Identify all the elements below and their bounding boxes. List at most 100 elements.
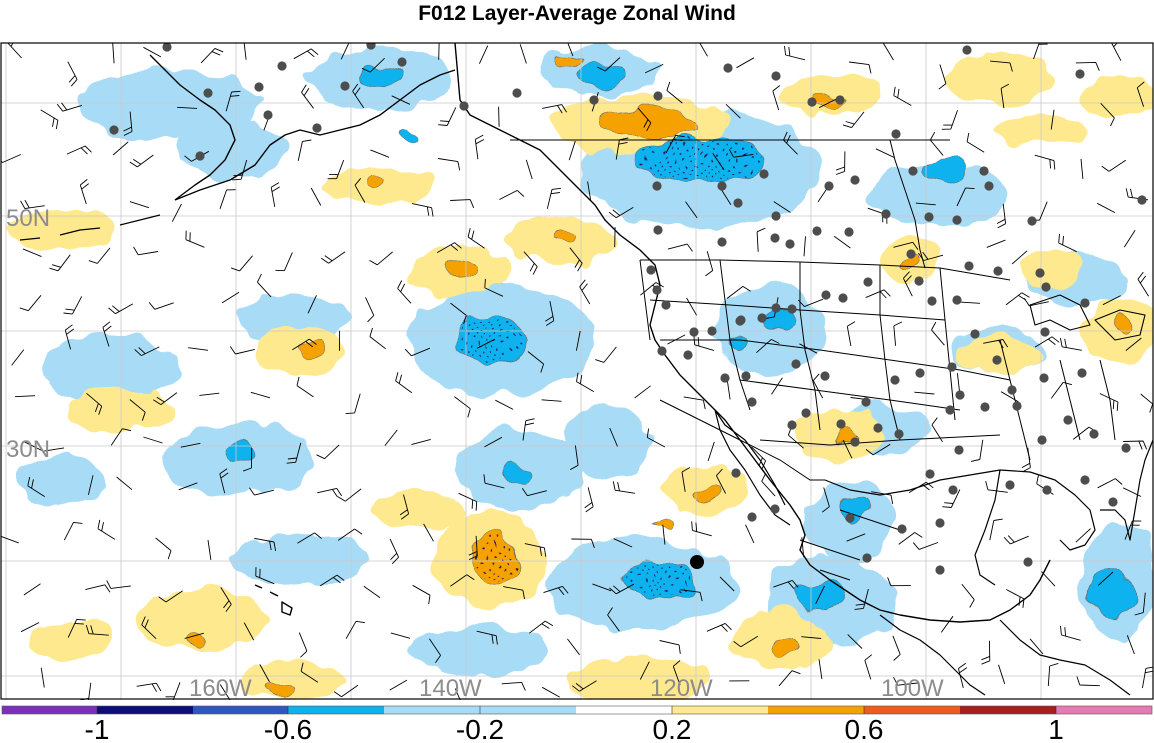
wind-barb [541, 399, 562, 402]
wind-barb [88, 247, 111, 264]
anomaly-region [570, 655, 710, 700]
wind-barb [712, 153, 725, 170]
wind-barb [990, 60, 1013, 72]
anomaly-core [555, 53, 581, 67]
wind-barb [63, 521, 83, 541]
wind-barb [112, 141, 129, 156]
wind-barb [842, 111, 865, 129]
lon-label-120w: 120W [650, 675, 713, 700]
wind-barb [369, 327, 386, 350]
colorbar-tick-label: 0.2 [653, 714, 692, 743]
station-dot [807, 97, 817, 107]
wind-barb [567, 638, 580, 656]
wind-barb [801, 537, 805, 558]
station-dot [1037, 435, 1047, 445]
wind-barb [250, 391, 271, 399]
great-lakes [1029, 294, 1146, 341]
wind-barb [519, 44, 527, 64]
wind-barb [956, 373, 961, 394]
wind-barb [242, 447, 253, 472]
wind-barb [681, 467, 691, 492]
anomaly-core [297, 341, 327, 359]
colorbar-swatch [768, 706, 864, 714]
wind-barb [546, 187, 561, 209]
wind-barb [1050, 109, 1055, 130]
wind-barb [961, 583, 975, 608]
station-dot [736, 315, 746, 325]
colorbar-swatch [960, 706, 1056, 714]
station-dot [787, 420, 797, 430]
wind-barb [1134, 592, 1146, 616]
wind-barb [914, 391, 935, 395]
station-dot [948, 485, 958, 495]
anomaly-region [1080, 75, 1153, 115]
wind-barb [165, 682, 181, 700]
station-dot [955, 390, 965, 400]
wind-barb [399, 494, 410, 520]
wind-barb [134, 346, 160, 357]
station-dot [1007, 385, 1017, 395]
colorbar-swatch [2, 706, 97, 714]
pacific-coastline [454, 43, 1051, 623]
wind-barb [199, 392, 220, 396]
map-frame [0, 42, 1154, 700]
station-dot [979, 166, 989, 176]
station-dot [945, 405, 955, 415]
wind-barb [171, 203, 182, 222]
wind-barb [637, 107, 652, 132]
wind-barb [672, 660, 681, 686]
station-dot [935, 518, 945, 528]
wind-barb [354, 178, 366, 203]
station-dot [1063, 415, 1073, 425]
station-dot [1039, 373, 1049, 383]
wind-barb [365, 297, 375, 323]
wind-barb [1126, 635, 1135, 655]
wind-barb [450, 199, 475, 209]
wind-barb [67, 618, 86, 638]
colorbar-swatch [97, 706, 193, 714]
wind-barb [129, 399, 146, 421]
wind-barb [667, 243, 693, 252]
wind-barb [1050, 381, 1073, 399]
station-dot [771, 211, 781, 221]
wind-barb [320, 251, 346, 264]
wind-barb [1047, 662, 1059, 687]
wind-barb [11, 349, 25, 366]
wind-barb [423, 523, 434, 542]
anomaly-region [960, 335, 1040, 375]
wind-barb [220, 587, 232, 612]
wind-barb [389, 538, 400, 565]
wind-barb [522, 418, 535, 441]
wind-barb [592, 583, 612, 592]
wind-barb [143, 46, 162, 58]
station-dot [747, 397, 757, 407]
wind-barb [1097, 571, 1114, 586]
wind-barb [108, 303, 134, 315]
station-dot [992, 355, 1002, 365]
wind-barb [854, 588, 869, 610]
wind-barb [865, 443, 891, 456]
wind-barb [875, 148, 895, 158]
wind-barb [981, 640, 991, 665]
wind-barb [450, 574, 475, 587]
wind-barb [893, 676, 918, 686]
wind-barb [693, 335, 715, 351]
wind-barb [584, 487, 594, 513]
wind-barb [773, 201, 791, 213]
station-dot [1023, 557, 1033, 567]
wind-barb [706, 622, 732, 632]
station-dot [653, 91, 663, 101]
station-dot [952, 295, 962, 305]
anomaly-core [399, 128, 421, 142]
wind-barb [148, 302, 174, 310]
wind-barb [1123, 229, 1136, 248]
wind-barb [527, 351, 545, 373]
wind-barb [1000, 83, 1010, 109]
wind-barb [20, 622, 40, 633]
wind-barb [484, 436, 503, 448]
colorbar-swatch [672, 706, 768, 714]
station-dot [836, 419, 846, 429]
wind-barb [395, 372, 413, 394]
wind-barb [587, 181, 592, 202]
wind-barb [79, 179, 89, 205]
